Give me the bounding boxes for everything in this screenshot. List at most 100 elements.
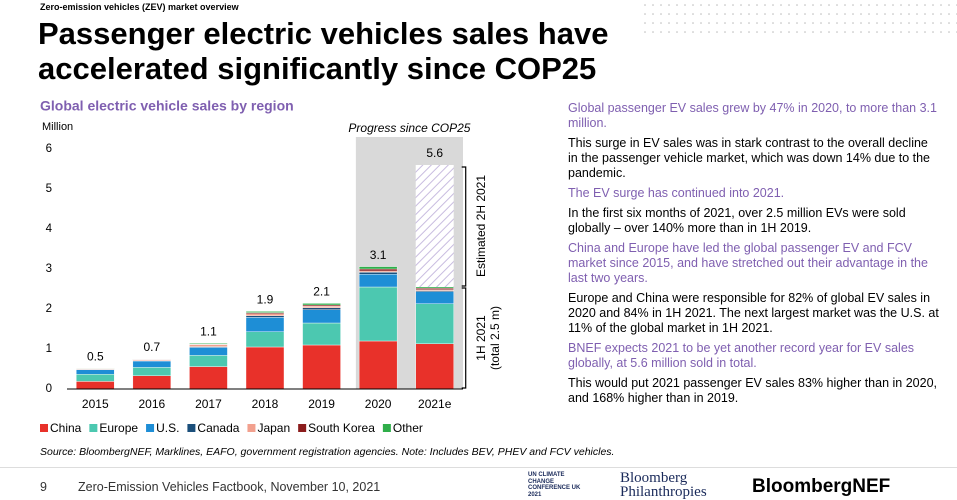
legend-label: U.S. [156, 421, 179, 435]
bar-segment [132, 367, 172, 376]
dot [756, 13, 758, 15]
dot [892, 31, 894, 33]
dot [812, 13, 814, 15]
dot [916, 22, 918, 24]
dot [820, 13, 822, 15]
dot [804, 4, 806, 6]
estimate-segment [415, 165, 454, 287]
dot [852, 31, 854, 33]
legend-label: Europe [99, 421, 138, 435]
dot [780, 31, 782, 33]
dot [844, 4, 846, 6]
dot [820, 31, 822, 33]
dot [660, 13, 662, 15]
dot [924, 31, 926, 33]
dot [692, 22, 694, 24]
dot [908, 22, 910, 24]
dot [884, 13, 886, 15]
dot [676, 31, 678, 33]
dot [884, 31, 886, 33]
dot [652, 4, 654, 6]
dot [860, 31, 862, 33]
dot [940, 31, 942, 33]
first-half-label: 1H 2021 [474, 315, 488, 361]
bar-segment [358, 268, 398, 272]
dot [644, 22, 646, 24]
dot [716, 13, 718, 15]
paragraph: China and Europe have led the global pas… [568, 241, 928, 285]
dot [932, 13, 934, 15]
bar-segment [358, 273, 398, 288]
dot [644, 13, 646, 15]
dot [868, 13, 870, 15]
dot [828, 13, 830, 15]
dot [860, 13, 862, 15]
bar-segment [302, 307, 341, 311]
dot [844, 31, 846, 33]
dot [804, 22, 806, 24]
x-tick-label: 2016 [139, 397, 166, 411]
dot [692, 13, 694, 15]
legend-swatch [146, 424, 155, 432]
bar-segment [245, 317, 285, 332]
legend-label: Japan [257, 421, 290, 435]
dot [916, 13, 918, 15]
dot [876, 4, 878, 6]
dot [652, 22, 654, 24]
total-label: 0.5 [87, 349, 104, 363]
total-label: 1.9 [257, 293, 274, 307]
dot [652, 31, 654, 33]
bar-segment [302, 309, 341, 324]
bar-segment [302, 322, 341, 346]
dot [876, 13, 878, 15]
bar-segment [358, 340, 398, 390]
legend-label: China [50, 421, 82, 435]
bar-segment [415, 343, 454, 390]
dot [852, 22, 854, 24]
dot [676, 13, 678, 15]
dot [780, 22, 782, 24]
dot [948, 13, 950, 15]
footer-rule [0, 467, 957, 468]
dot [716, 4, 718, 6]
bar-segment [132, 360, 172, 368]
bar-segment [245, 331, 285, 348]
dot [908, 4, 910, 6]
dot [884, 22, 886, 24]
dot [684, 31, 686, 33]
dot [828, 4, 830, 6]
dot [900, 4, 902, 6]
dot [788, 31, 790, 33]
paragraph: In the first six months of 2021, over 2.… [568, 206, 906, 235]
dot [716, 31, 718, 33]
dot [796, 4, 798, 6]
dot [740, 13, 742, 15]
dot [668, 4, 670, 6]
dot [700, 4, 702, 6]
paragraph: Global passenger EV sales grew by 47% in… [568, 101, 937, 130]
dot [708, 31, 710, 33]
dot [684, 22, 686, 24]
dot [908, 31, 910, 33]
total-label: 1.1 [200, 325, 217, 339]
paragraph: BNEF expects 2021 to be yet another reco… [568, 341, 915, 370]
legend-swatch [89, 424, 98, 432]
dot [764, 22, 766, 24]
dot [748, 22, 750, 24]
estimate-bracket [461, 166, 467, 287]
y-tick-label: 5 [46, 183, 52, 195]
bar-segment [189, 366, 228, 390]
dot [828, 22, 830, 24]
decor-dots [644, 4, 957, 33]
dot [660, 31, 662, 33]
dot [852, 13, 854, 15]
page-number: 9 [40, 480, 47, 494]
dot [772, 4, 774, 6]
total-label: 2.1 [313, 285, 330, 299]
dot [812, 4, 814, 6]
dot [948, 31, 950, 33]
dot [892, 22, 894, 24]
x-tick-label: 2020 [365, 397, 392, 411]
dot [860, 4, 862, 6]
logo-philanthropies: Bloomberg Philanthropies [620, 470, 707, 500]
